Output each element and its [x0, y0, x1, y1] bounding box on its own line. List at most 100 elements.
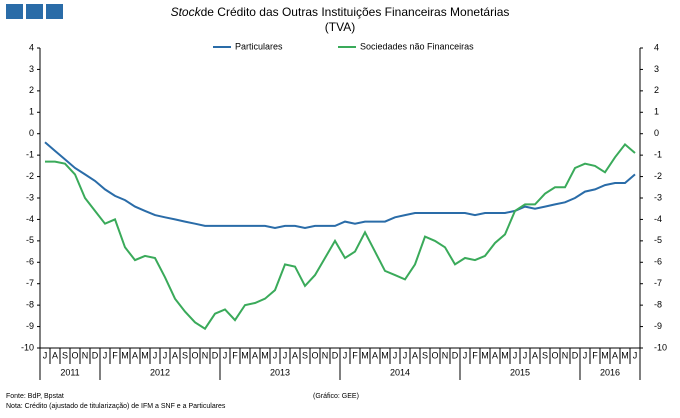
x-tick-label: A [172, 350, 178, 360]
x-tick-label: J [283, 350, 288, 360]
x-tick-label: O [191, 350, 198, 360]
year-label: 2013 [270, 367, 290, 377]
y-tick-label: 1 [29, 107, 34, 117]
x-tick-label: M [621, 350, 629, 360]
x-tick-label: D [92, 350, 99, 360]
x-tick-label: J [43, 350, 48, 360]
y-tick-label: -1 [26, 150, 34, 160]
y-tick-label: -3 [26, 192, 34, 202]
x-tick-label: J [583, 350, 588, 360]
x-tick-label: F [472, 350, 478, 360]
year-label: 2014 [390, 367, 410, 377]
x-tick-label: F [352, 350, 358, 360]
x-tick-label: A [52, 350, 58, 360]
y-tick-label: -6 [26, 257, 34, 267]
year-label: 2011 [60, 367, 79, 377]
x-tick-label: N [322, 350, 329, 360]
x-tick-label: D [332, 350, 339, 360]
x-tick-label: S [422, 350, 428, 360]
year-label: 2012 [150, 367, 170, 377]
x-tick-label: M [141, 350, 149, 360]
y2-tick-label: -2 [654, 171, 662, 181]
x-tick-label: D [452, 350, 459, 360]
x-tick-label: A [532, 350, 538, 360]
y2-tick-label: 4 [654, 42, 659, 52]
y2-tick-label: 0 [654, 128, 659, 138]
x-tick-label: A [252, 350, 258, 360]
x-tick-label: M [361, 350, 369, 360]
x-tick-label: J [393, 350, 398, 360]
x-tick-label: F [592, 350, 598, 360]
chart-title: Stockde Crédito das Outras Instituições … [171, 5, 510, 19]
x-tick-label: M [501, 350, 509, 360]
x-tick-label: M [601, 350, 609, 360]
x-tick-label: M [241, 350, 249, 360]
x-tick-label: M [381, 350, 389, 360]
x-tick-label: J [403, 350, 408, 360]
x-tick-label: J [163, 350, 168, 360]
y2-tick-label: -3 [654, 192, 662, 202]
credit: (Gráfico: GEE) [313, 393, 359, 400]
y2-tick-label: -6 [654, 257, 662, 267]
logo-square [6, 4, 23, 19]
title-text: de Crédito das Outras Instituições Finan… [201, 5, 510, 19]
x-tick-label: O [551, 350, 558, 360]
x-tick-label: J [273, 350, 278, 360]
legend-label: Particulares [235, 41, 283, 51]
y2-tick-label: -1 [654, 150, 662, 160]
y-tick-label: -8 [26, 300, 34, 310]
y2-tick-label: -9 [654, 321, 662, 331]
x-tick-label: S [542, 350, 548, 360]
y-tick-label: -7 [26, 278, 34, 288]
y2-tick-label: -7 [654, 278, 662, 288]
x-tick-label: S [302, 350, 308, 360]
year-label: 2016 [600, 367, 620, 377]
x-tick-label: J [223, 350, 228, 360]
y2-tick-label: 3 [654, 64, 659, 74]
x-tick-label: J [523, 350, 528, 360]
x-tick-label: F [232, 350, 238, 360]
y-tick-label: 2 [29, 85, 34, 95]
x-tick-label: J [513, 350, 518, 360]
x-tick-label: D [212, 350, 219, 360]
series-line [44, 141, 636, 230]
x-tick-label: J [153, 350, 158, 360]
title-italic: Stock [171, 5, 202, 19]
source: Fonte: BdP, Bpstat [6, 393, 64, 400]
x-tick-label: N [442, 350, 449, 360]
x-tick-label: J [633, 350, 638, 360]
x-tick-label: J [343, 350, 348, 360]
y-tick-label: 4 [29, 42, 34, 52]
x-tick-label: N [562, 350, 569, 360]
x-tick-label: S [182, 350, 188, 360]
legend-label: Sociedades não Financeiras [360, 41, 474, 51]
y-tick-label: -10 [21, 342, 34, 352]
x-tick-label: J [103, 350, 108, 360]
logo-square [46, 4, 63, 19]
x-tick-label: M [121, 350, 129, 360]
y-tick-label: -9 [26, 321, 34, 331]
x-tick-label: F [112, 350, 118, 360]
y-tick-label: 0 [29, 128, 34, 138]
x-tick-label: A [412, 350, 418, 360]
x-tick-label: N [82, 350, 89, 360]
x-tick-label: M [261, 350, 269, 360]
logo-square [26, 4, 43, 19]
x-tick-label: A [372, 350, 378, 360]
y2-tick-label: -8 [654, 300, 662, 310]
y2-tick-label: -10 [654, 342, 667, 352]
y-tick-label: -2 [26, 171, 34, 181]
y2-tick-label: 2 [654, 85, 659, 95]
y-tick-label: 3 [29, 64, 34, 74]
x-tick-label: N [202, 350, 209, 360]
series-line [45, 142, 636, 331]
x-tick-label: O [71, 350, 78, 360]
y-tick-label: -5 [26, 235, 34, 245]
note: Nota: Crédito (ajustado de titularização… [6, 403, 226, 410]
y2-tick-label: -4 [654, 214, 662, 224]
x-tick-label: A [132, 350, 138, 360]
x-tick-label: A [492, 350, 498, 360]
x-tick-label: S [62, 350, 68, 360]
chart-subtitle: (TVA) [325, 20, 355, 34]
